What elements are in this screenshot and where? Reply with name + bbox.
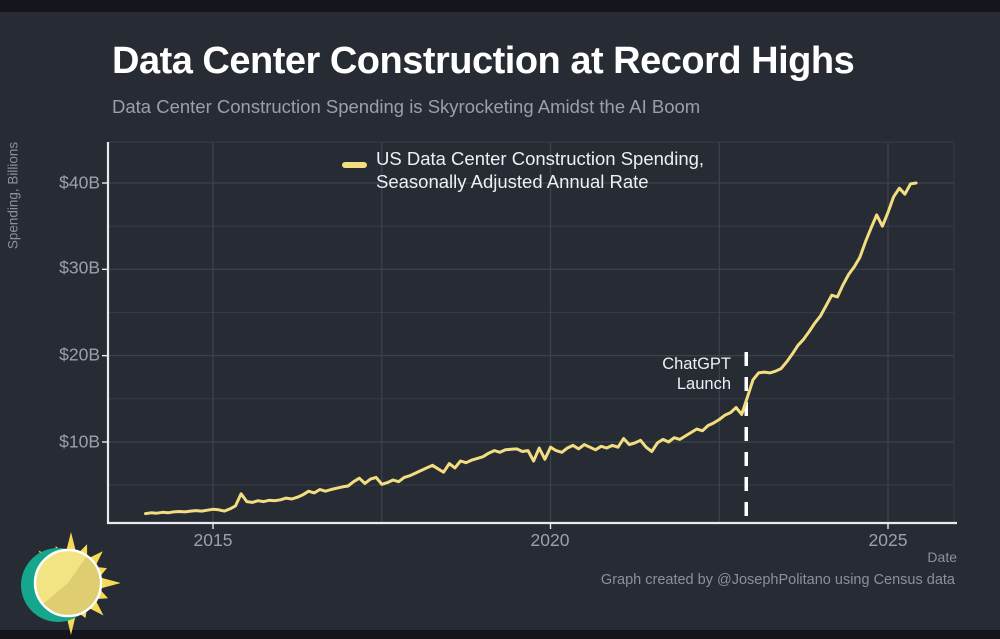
sun-logo <box>21 532 120 635</box>
ytick-label-40b: $40B <box>59 172 100 193</box>
annotation-line-2: Launch <box>676 375 731 393</box>
ytick-label-10b: $10B <box>59 431 100 452</box>
xtick-label-2025: 2025 <box>868 530 908 550</box>
annotation-chatgpt-launch: ChatGPT Launch <box>531 354 731 394</box>
legend-line-swatch <box>342 162 367 168</box>
page-title: Data Center Construction at Record Highs <box>112 40 855 82</box>
spending-data-line <box>144 181 918 516</box>
legend-label-line-1: US Data Center Construction Spending, <box>376 148 705 169</box>
xtick-label-2015: 2015 <box>193 530 233 550</box>
bottom-letterbox-strip <box>0 630 1000 639</box>
sun-body <box>33 548 103 618</box>
y-axis-title: Spending, Billions <box>5 141 21 250</box>
page-subtitle: Data Center Construction Spending is Sky… <box>112 96 701 117</box>
x-axis-title: Date <box>927 549 957 565</box>
xtick-label-2020: 2020 <box>530 530 570 550</box>
footer-credit: Graph created by @JosephPolitano using C… <box>600 572 955 588</box>
top-letterbox-strip <box>0 0 1000 12</box>
legend-label-line-2: Seasonally Adjusted Annual Rate <box>376 171 649 192</box>
ytick-label-30b: $30B <box>59 257 100 278</box>
ytick-label-20b: $20B <box>59 344 100 365</box>
sun-shade-sector <box>43 556 100 615</box>
legend-label: US Data Center Construction Spending, Se… <box>376 147 796 193</box>
annotation-line-1: ChatGPT <box>662 355 731 373</box>
